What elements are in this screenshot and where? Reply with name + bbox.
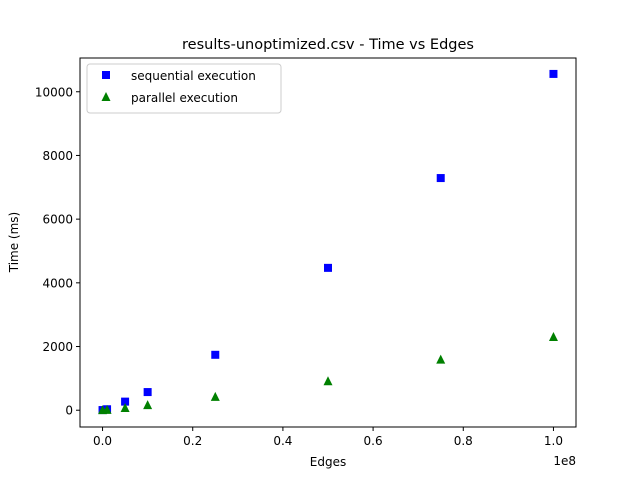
y-tick-label: 6000 [42,213,73,227]
y-tick-label: 0 [65,404,73,418]
legend-marker-sequential [102,71,110,79]
sequential-point [211,350,220,359]
x-tick-label: 1.0 [544,434,563,448]
parallel-point [102,404,112,414]
x-tick-label: 0.6 [364,434,383,448]
data-markers [98,69,558,415]
chart-title: results-unoptimized.csv - Time vs Edges [182,37,474,53]
sequential-point [436,174,445,183]
legend-label-parallel: parallel execution [131,91,238,105]
x-tick-label: 0.2 [183,434,202,448]
parallel-point [210,391,220,401]
sequential-point [121,397,130,406]
legend-label-sequential: sequential execution [131,69,256,83]
x-axis-label: Edges [310,455,346,469]
x-axis-offset-label: 1e8 [553,454,576,468]
y-tick-label: 4000 [42,276,73,290]
plot-area [79,57,577,428]
parallel-point [323,376,333,386]
sequential-point [549,69,558,78]
x-tick-label: 0.0 [93,434,112,448]
axes-frame [79,57,577,428]
parallel-point [548,331,558,341]
legend: sequential execution parallel execution [86,63,282,114]
legend-marker-parallel [101,92,111,101]
sequential-point [143,388,152,397]
parallel-point [143,400,153,410]
x-axis: 0.0 0.2 0.4 0.6 0.8 1.0 [93,427,563,448]
parallel-point [436,354,446,364]
parallel-point [120,402,130,412]
sequential-point [324,263,332,272]
y-tick-label: 8000 [42,149,73,163]
y-tick-label: 2000 [42,340,73,354]
y-tick-label: 10000 [35,85,73,99]
y-axis-label: Time (ms) [7,212,21,274]
y-axis: 0 2000 4000 6000 8000 10000 [35,85,80,418]
x-tick-label: 0.4 [273,434,292,448]
x-tick-label: 0.8 [454,434,473,448]
legend-box [86,63,282,114]
